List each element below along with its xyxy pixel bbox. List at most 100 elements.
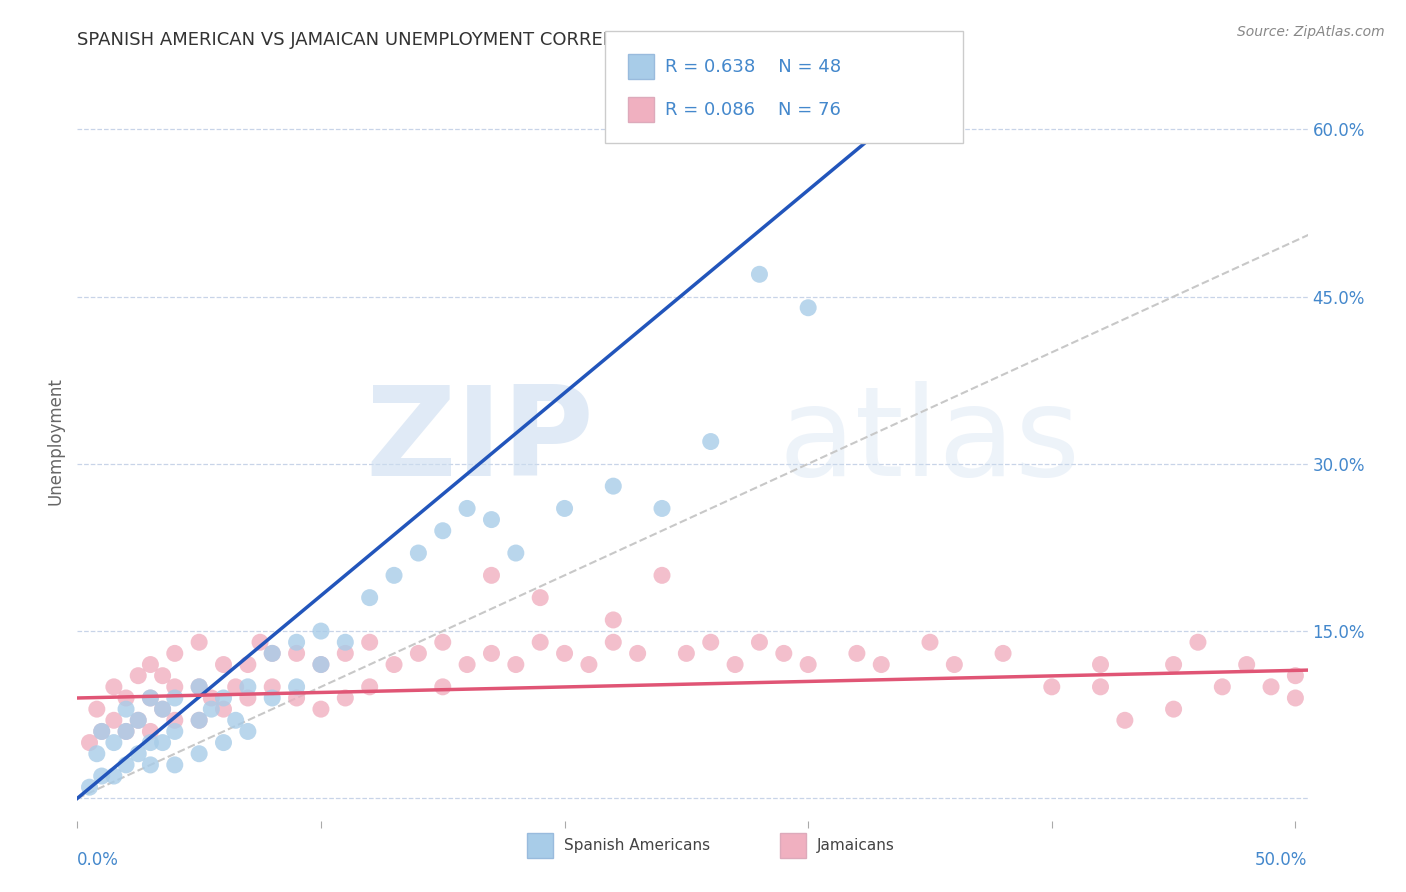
Point xyxy=(481,646,503,660)
Point xyxy=(724,657,747,672)
Point xyxy=(1163,702,1185,716)
Point xyxy=(382,657,405,672)
Point xyxy=(188,714,211,728)
Point xyxy=(845,646,868,660)
Point xyxy=(139,735,162,749)
Point xyxy=(79,735,101,749)
Point xyxy=(699,635,721,649)
Point xyxy=(127,714,149,728)
Point xyxy=(699,434,721,449)
Point xyxy=(262,646,284,660)
Text: Spanish Americans: Spanish Americans xyxy=(564,838,710,853)
Point xyxy=(86,702,108,716)
Point xyxy=(1260,680,1282,694)
Point xyxy=(139,758,162,772)
Text: R = 0.638    N = 48: R = 0.638 N = 48 xyxy=(665,58,841,76)
Text: Jamaicans: Jamaicans xyxy=(817,838,894,853)
Point xyxy=(481,512,503,526)
Point xyxy=(103,735,125,749)
Point xyxy=(432,680,454,694)
Point xyxy=(262,680,284,694)
Point xyxy=(943,657,966,672)
Point xyxy=(359,591,381,605)
Point xyxy=(602,613,624,627)
Point xyxy=(188,635,211,649)
Point xyxy=(163,714,186,728)
Point xyxy=(152,702,174,716)
Y-axis label: Unemployment: Unemployment xyxy=(46,377,65,506)
Point xyxy=(139,657,162,672)
Text: 50.0%: 50.0% xyxy=(1256,851,1308,869)
Text: 0.0%: 0.0% xyxy=(77,851,120,869)
Point xyxy=(797,657,820,672)
Point xyxy=(335,691,357,706)
Point xyxy=(139,724,162,739)
Point xyxy=(152,669,174,683)
Point xyxy=(225,714,247,728)
Point xyxy=(309,702,332,716)
Point xyxy=(115,758,138,772)
Point xyxy=(103,769,125,783)
Point xyxy=(505,546,527,560)
Point xyxy=(200,691,222,706)
Point xyxy=(1236,657,1258,672)
Point xyxy=(382,568,405,582)
Text: atlas: atlas xyxy=(779,381,1081,502)
Point xyxy=(115,724,138,739)
Point xyxy=(1187,635,1209,649)
Point xyxy=(103,680,125,694)
Point xyxy=(139,691,162,706)
Point xyxy=(1090,657,1112,672)
Point xyxy=(285,691,308,706)
Point xyxy=(408,546,430,560)
Point xyxy=(90,724,112,739)
Point xyxy=(285,635,308,649)
Point xyxy=(602,635,624,649)
Point xyxy=(335,646,357,660)
Point xyxy=(127,714,149,728)
Point xyxy=(651,501,673,516)
Point xyxy=(188,680,211,694)
Point xyxy=(90,724,112,739)
Point xyxy=(188,680,211,694)
Text: R = 0.086    N = 76: R = 0.086 N = 76 xyxy=(665,101,841,119)
Text: Source: ZipAtlas.com: Source: ZipAtlas.com xyxy=(1237,25,1385,39)
Point xyxy=(249,635,271,649)
Point xyxy=(748,268,770,282)
Point xyxy=(86,747,108,761)
Point xyxy=(797,301,820,315)
Point xyxy=(432,635,454,649)
Point xyxy=(163,724,186,739)
Point xyxy=(432,524,454,538)
Point xyxy=(90,769,112,783)
Point xyxy=(262,646,284,660)
Point xyxy=(1090,680,1112,694)
Point xyxy=(309,624,332,639)
Point xyxy=(627,646,650,660)
Point xyxy=(359,635,381,649)
Point xyxy=(236,691,259,706)
Point xyxy=(152,702,174,716)
Point xyxy=(262,691,284,706)
Point xyxy=(115,691,138,706)
Point xyxy=(991,646,1014,660)
Point xyxy=(163,758,186,772)
Point xyxy=(200,702,222,716)
Point xyxy=(408,646,430,660)
Point xyxy=(675,646,697,660)
Point xyxy=(212,691,235,706)
Point xyxy=(772,646,794,660)
Point xyxy=(602,479,624,493)
Point xyxy=(103,714,125,728)
Point xyxy=(1211,680,1233,694)
Point xyxy=(456,501,478,516)
Point xyxy=(188,714,211,728)
Point xyxy=(115,724,138,739)
Point xyxy=(163,646,186,660)
Point xyxy=(529,591,551,605)
Point xyxy=(505,657,527,672)
Point xyxy=(212,735,235,749)
Point xyxy=(456,657,478,672)
Point xyxy=(139,691,162,706)
Point xyxy=(1284,691,1306,706)
